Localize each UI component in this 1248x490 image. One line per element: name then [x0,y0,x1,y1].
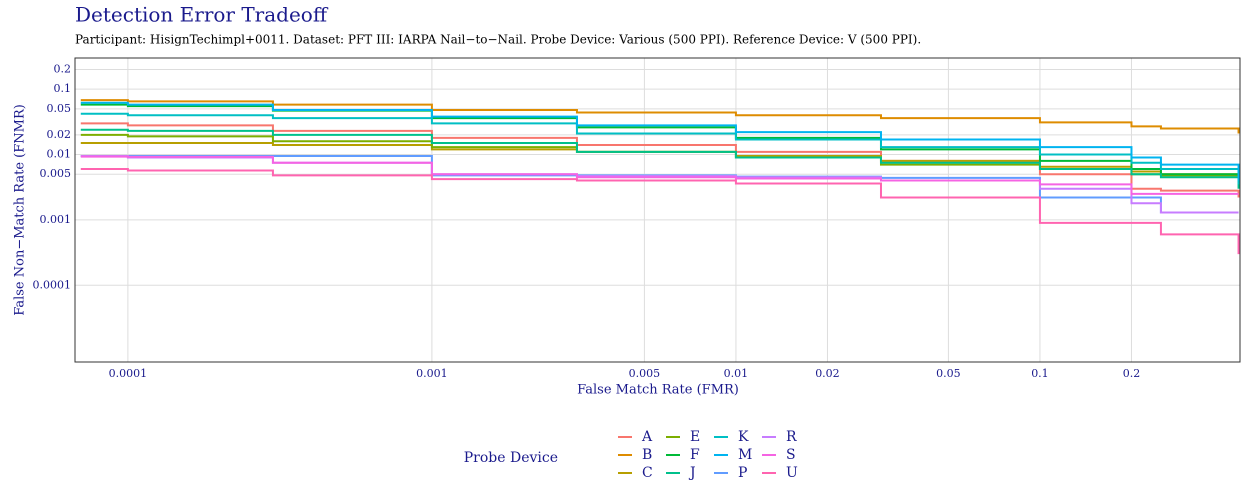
x-tick-label: 0.005 [629,367,661,380]
legend-label: M [738,447,752,463]
x-tick-label: 0.01 [724,367,749,380]
x-tick-label: 0.02 [815,367,840,380]
y-tick-label: 0.02 [47,128,72,141]
y-tick-label: 0.001 [40,213,72,226]
series-line [80,142,1240,178]
legend-label: J [688,465,696,481]
y-tick-label: 0.005 [40,167,72,180]
legend-label: C [642,465,653,481]
chart-subtitle: Participant: HisignTechimpl+0011. Datase… [75,33,921,47]
legend-label: A [641,429,653,445]
series-line [80,155,1239,195]
series-line [80,101,1240,181]
plot-panel [74,57,1241,363]
series-line [80,168,1240,255]
series-line [80,99,1240,134]
x-axis-label: False Match Rate (FMR) [577,383,739,398]
legend-title: Probe Device [464,450,558,466]
legend-label: S [786,447,796,463]
legend-label: U [786,465,798,481]
y-tick-label: 0.2 [54,63,72,76]
legend-label: P [738,465,747,481]
plot-panel [74,57,1241,363]
x-tick-label: 0.001 [416,367,448,380]
y-tick-label: 0.05 [47,102,72,115]
legend-label: B [642,447,652,463]
y-axis-label: False Non−Match Rate (FNMR) [13,104,28,316]
x-tick-label: 0.05 [936,367,961,380]
legend-label: F [690,447,700,463]
x-tick-label: 0.2 [1123,367,1141,380]
legend-label: E [690,429,700,445]
x-tick-label: 0.1 [1031,367,1049,380]
x-tick-label: 0.0001 [109,367,148,380]
y-tick-label: 0.0001 [33,278,72,291]
y-tick-label: 0.01 [47,148,72,161]
y-tick-label: 0.1 [54,82,72,95]
series-line [80,128,1240,189]
series-line [80,112,1240,185]
legend-label: R [786,429,797,445]
legend-label: K [738,429,749,445]
chart-title: Detection Error Tradeoff [75,3,329,27]
